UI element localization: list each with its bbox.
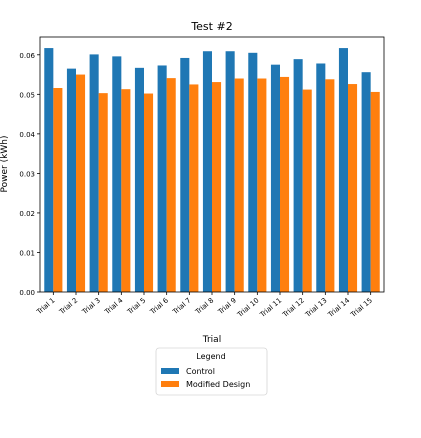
y-tick-label: 0.01 xyxy=(19,249,35,257)
bar-modified-design-1 xyxy=(53,88,63,292)
x-tick-label: Trial 9 xyxy=(216,296,238,316)
y-tick-label: 0.06 xyxy=(19,52,35,60)
bar-modified-design-7 xyxy=(189,84,199,292)
legend-label-control: Control xyxy=(186,367,215,376)
plot-frame xyxy=(39,36,385,293)
x-tick-label: Trial 5 xyxy=(125,296,147,316)
bar-control-4 xyxy=(112,56,122,293)
bar-control-7 xyxy=(180,57,190,293)
bar-modified-design-3 xyxy=(98,93,108,292)
y-tick-label: 0.05 xyxy=(19,91,35,99)
bar-modified-design-10 xyxy=(257,78,267,292)
bar-control-14 xyxy=(338,48,348,292)
bar-modified-design-12 xyxy=(302,89,312,292)
bar-control-9 xyxy=(225,51,235,293)
bar-modified-design-13 xyxy=(325,79,335,292)
x-axis: Trial 1 Trial 2 Trial 3 Trial 4 Trial 5 Trial… xyxy=(35,292,374,320)
legend-title: Legend xyxy=(196,352,225,361)
y-axis-label: Power (kWh) xyxy=(0,136,10,193)
bar-modified-design-2 xyxy=(76,74,86,292)
bar-modified-design-14 xyxy=(348,84,358,292)
x-tick-label: Trial 11 xyxy=(258,296,283,319)
legend-box xyxy=(155,347,268,396)
y-tick-label: 0.04 xyxy=(19,131,35,139)
bar-modified-design-5 xyxy=(144,93,154,292)
bar-control-8 xyxy=(202,51,212,293)
x-tick-label: Trial 3 xyxy=(80,296,102,316)
y-tick-label: 0.03 xyxy=(19,170,35,178)
bar-modified-design-6 xyxy=(166,78,176,293)
bar-control-1 xyxy=(44,48,54,292)
x-tick-label: Trial 13 xyxy=(303,296,328,319)
x-tick-label: Trial 4 xyxy=(103,296,125,317)
legend-label-modified-design: Modified Design xyxy=(186,380,250,389)
y-tick-label: 0.02 xyxy=(19,210,35,218)
bar-modified-design-4 xyxy=(121,89,131,292)
legend: Legend Control Modified Design xyxy=(155,347,268,396)
bar-control-3 xyxy=(89,54,99,293)
bar-control-5 xyxy=(134,67,144,292)
bar-control-6 xyxy=(157,65,167,292)
x-tick-label: Trial 1 xyxy=(35,296,57,316)
bar-modified-design-8 xyxy=(212,82,222,292)
bar-modified-design-9 xyxy=(234,78,244,292)
x-tick-label: Trial 6 xyxy=(148,296,170,317)
bar-control-2 xyxy=(66,68,76,292)
x-tick-label: Trial 12 xyxy=(281,296,306,319)
legend-items: Control Modified Design xyxy=(161,367,250,389)
x-axis-label: Trial xyxy=(202,335,221,345)
chart-title: Test #2 xyxy=(190,20,232,33)
bar-modified-design-15 xyxy=(370,91,380,292)
x-tick-label: Trial 2 xyxy=(57,296,79,316)
bar-control-12 xyxy=(293,59,303,292)
y-tick-label: 0.00 xyxy=(19,289,35,297)
bar-control-15 xyxy=(361,72,371,292)
x-tick-label: Trial 7 xyxy=(171,296,193,316)
bar-control-10 xyxy=(248,52,258,293)
bar-modified-design-11 xyxy=(280,76,290,293)
x-tick-label: Trial 14 xyxy=(326,296,352,319)
legend-swatch-control xyxy=(161,368,179,374)
y-axis: 0.00 0.01 0.02 0.03 0.04 0.05 0.06 xyxy=(19,52,40,297)
legend-swatch-modified-design xyxy=(161,381,179,387)
x-tick-label: Trial 10 xyxy=(235,296,260,319)
bars-group xyxy=(44,48,380,293)
x-tick-label: Trial 8 xyxy=(193,296,215,316)
bar-control-11 xyxy=(270,64,280,292)
bar-control-13 xyxy=(316,63,326,292)
x-tick-label: Trial 15 xyxy=(349,296,374,319)
